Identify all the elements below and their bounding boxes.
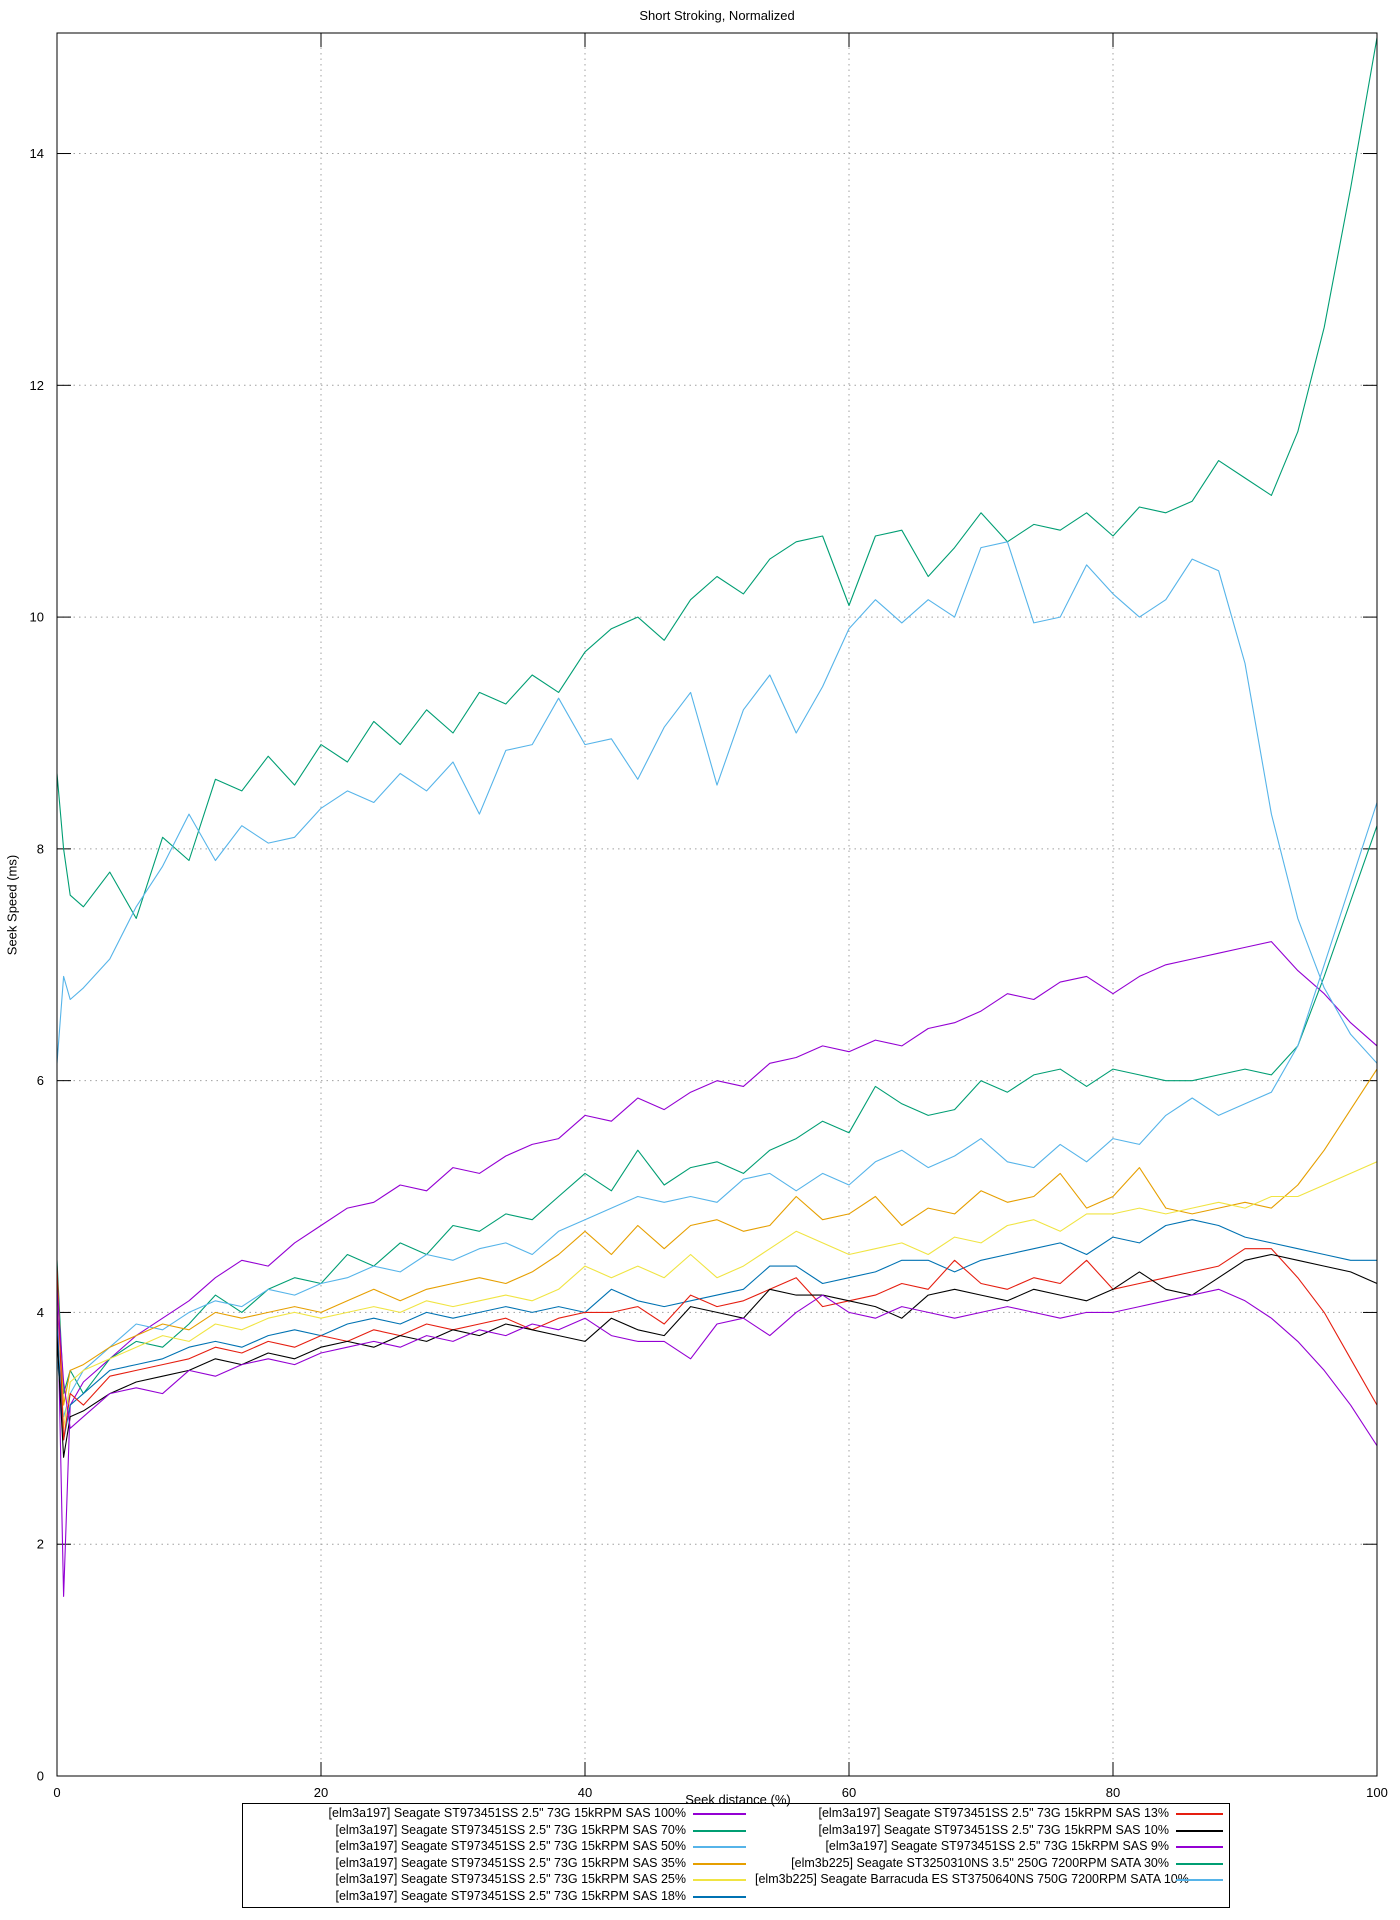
legend-entry: [elm3b225] Seagate ST3250310NS 3.5" 250G… xyxy=(243,1855,1229,1872)
legend-sample-line xyxy=(693,1813,746,1815)
series-line-1 xyxy=(57,941,1377,1597)
legend-label: [elm3a197] Seagate ST973451SS 2.5" 73G 1… xyxy=(335,1855,687,1870)
legend-sample-line xyxy=(693,1862,746,1865)
x-tick-label: 40 xyxy=(578,1785,592,1800)
series-line-7 xyxy=(57,1248,1377,1441)
series-line-6 xyxy=(57,1219,1377,1441)
chart-title: Short Stroking, Normalized xyxy=(639,8,795,23)
series-line-10 xyxy=(57,37,1377,919)
series-line-5 xyxy=(57,1161,1377,1429)
series-line-9 xyxy=(57,1288,1377,1447)
x-tick-label: 60 xyxy=(842,1785,856,1800)
series-line-11 xyxy=(57,541,1377,1064)
y-tick-label: 0 xyxy=(37,1769,44,1784)
x-tick-label: 0 xyxy=(53,1785,60,1800)
legend-entry: [elm3a197] Seagate ST973451SS 2.5" 73G 1… xyxy=(243,1822,1229,1839)
x-tick-label: 20 xyxy=(314,1785,328,1800)
legend-sample-line xyxy=(1176,1846,1223,1848)
legend-box: [elm3a197] Seagate ST973451SS 2.5" 73G 1… xyxy=(242,1803,1230,1908)
series-line-8 xyxy=(57,1253,1377,1458)
legend-entry: [elm3a197] Seagate ST973451SS 2.5" 73G 1… xyxy=(243,1888,1229,1905)
plot-border xyxy=(56,32,1378,1777)
y-tick-label: 8 xyxy=(37,841,44,856)
y-tick-label: 12 xyxy=(30,378,44,393)
y-axis-label: Seek Speed (ms) xyxy=(4,854,20,956)
legend-entry: [elm3a197] Seagate ST973451SS 2.5" 73G 1… xyxy=(243,1871,1229,1888)
legend-label: [elm3a197] Seagate ST973451SS 2.5" 73G 1… xyxy=(328,1806,686,1820)
legend-entry: [elm3b225] Seagate Barracuda ES ST375064… xyxy=(243,1871,1229,1888)
legend-label: [elm3b225] Seagate ST3250310NS 3.5" 250G… xyxy=(791,1855,1169,1870)
series-line-2 xyxy=(57,825,1377,1395)
x-axis-label: Seek distance (%) xyxy=(685,1792,791,1807)
legend-sample-line xyxy=(693,1846,746,1848)
x-tick-label: 80 xyxy=(1106,1785,1120,1800)
legend-label: [elm3a197] Seagate ST973451SS 2.5" 73G 1… xyxy=(335,1872,687,1886)
legend-entry: [elm3a197] Seagate ST973451SS 2.5" 73G 1… xyxy=(243,1805,1229,1822)
series-line-4 xyxy=(57,1068,1377,1406)
legend-entry: [elm3a197] Seagate ST973451SS 2.5" 73G 1… xyxy=(243,1822,1229,1839)
legend-sample-line xyxy=(1176,1879,1223,1881)
legend-label: [elm3a197] Seagate ST973451SS 2.5" 73G 1… xyxy=(335,1839,687,1853)
legend-sample-line xyxy=(1176,1813,1223,1815)
legend-sample-line xyxy=(693,1829,746,1832)
legend-sample-line xyxy=(1176,1829,1223,1832)
legend-entry: [elm3a197] Seagate ST973451SS 2.5" 73G 1… xyxy=(243,1805,1229,1822)
legend-entry: [elm3a197] Seagate ST973451SS 2.5" 73G 1… xyxy=(243,1838,1229,1855)
legend-sample-line xyxy=(1176,1862,1223,1865)
legend-sample-line xyxy=(693,1879,746,1881)
legend-label: [elm3a197] Seagate ST973451SS 2.5" 73G 1… xyxy=(825,1839,1169,1853)
y-tick-label: 10 xyxy=(30,610,44,625)
legend-entry: [elm3a197] Seagate ST973451SS 2.5" 73G 1… xyxy=(243,1855,1229,1872)
legend-entry: [elm3a197] Seagate ST973451SS 2.5" 73G 1… xyxy=(243,1838,1229,1855)
legend-label: [elm3a197] Seagate ST973451SS 2.5" 73G 1… xyxy=(335,1888,687,1903)
y-tick-label: 6 xyxy=(37,1073,44,1088)
series-line-3 xyxy=(57,801,1377,1418)
legend-label: [elm3b225] Seagate Barracuda ES ST375064… xyxy=(755,1872,1189,1886)
y-tick-label: 2 xyxy=(37,1537,44,1552)
x-tick-label: 100 xyxy=(1366,1785,1388,1800)
legend-sample-line xyxy=(693,1895,746,1898)
y-tick-label: 14 xyxy=(30,146,44,161)
legend-label: [elm3a197] Seagate ST973451SS 2.5" 73G 1… xyxy=(818,1806,1170,1820)
y-tick-label: 4 xyxy=(37,1305,44,1320)
legend-label: [elm3a197] Seagate ST973451SS 2.5" 73G 1… xyxy=(335,1822,687,1837)
legend-label: [elm3a197] Seagate ST973451SS 2.5" 73G 1… xyxy=(818,1822,1170,1837)
